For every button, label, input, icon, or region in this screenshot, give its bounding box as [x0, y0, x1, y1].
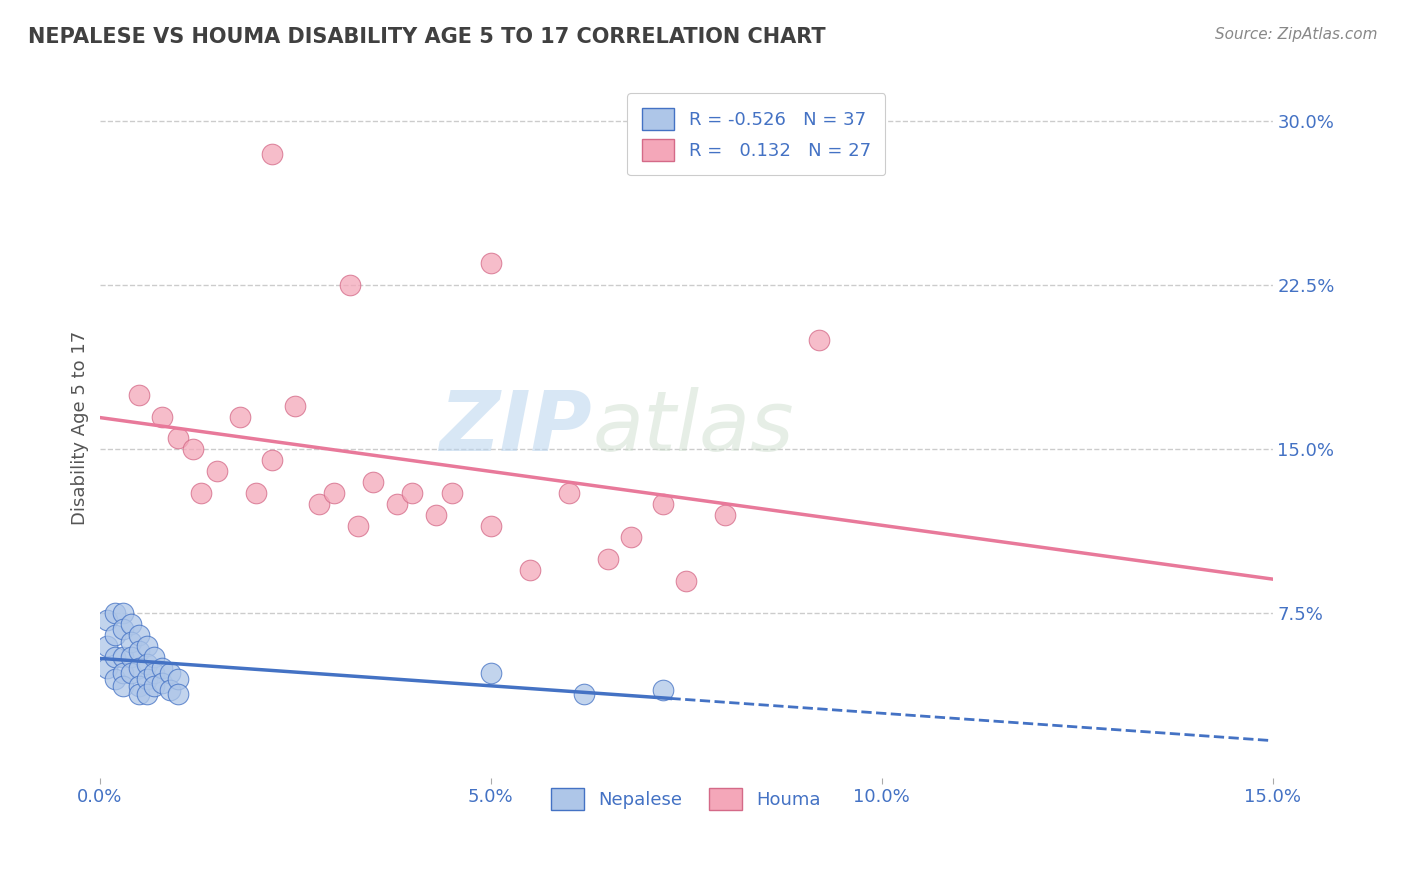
Point — [519, 563, 541, 577]
Point — [166, 672, 188, 686]
Point — [558, 486, 581, 500]
Point — [120, 617, 142, 632]
Point — [96, 661, 118, 675]
Point — [128, 387, 150, 401]
Point — [284, 399, 307, 413]
Point — [104, 672, 127, 686]
Point — [143, 650, 166, 665]
Text: ZIP: ZIP — [440, 387, 592, 468]
Point — [339, 278, 361, 293]
Point — [120, 665, 142, 680]
Point — [112, 607, 135, 621]
Point — [260, 453, 283, 467]
Point — [135, 640, 157, 654]
Point — [104, 607, 127, 621]
Point — [143, 679, 166, 693]
Y-axis label: Disability Age 5 to 17: Disability Age 5 to 17 — [72, 330, 89, 524]
Point — [150, 661, 173, 675]
Point — [205, 464, 228, 478]
Point — [401, 486, 423, 500]
Point — [479, 665, 502, 680]
Point — [96, 613, 118, 627]
Point — [135, 672, 157, 686]
Point — [112, 679, 135, 693]
Point — [166, 687, 188, 701]
Point — [112, 622, 135, 636]
Point — [229, 409, 252, 424]
Text: NEPALESE VS HOUMA DISABILITY AGE 5 TO 17 CORRELATION CHART: NEPALESE VS HOUMA DISABILITY AGE 5 TO 17… — [28, 27, 825, 46]
Point — [714, 508, 737, 522]
Point — [128, 628, 150, 642]
Point — [308, 497, 330, 511]
Point — [675, 574, 697, 588]
Point — [260, 147, 283, 161]
Point — [135, 657, 157, 671]
Point — [120, 635, 142, 649]
Point — [385, 497, 408, 511]
Text: Source: ZipAtlas.com: Source: ZipAtlas.com — [1215, 27, 1378, 42]
Point — [346, 519, 368, 533]
Point — [143, 665, 166, 680]
Point — [112, 665, 135, 680]
Point — [651, 683, 673, 698]
Point — [245, 486, 267, 500]
Point — [135, 687, 157, 701]
Point — [596, 551, 619, 566]
Point — [150, 676, 173, 690]
Point — [651, 497, 673, 511]
Text: atlas: atlas — [592, 387, 794, 468]
Point — [104, 628, 127, 642]
Point — [183, 442, 205, 457]
Point — [104, 650, 127, 665]
Point — [323, 486, 346, 500]
Point — [128, 643, 150, 657]
Point — [425, 508, 447, 522]
Point — [574, 687, 596, 701]
Legend: Nepalese, Houma: Nepalese, Houma — [537, 773, 835, 824]
Point — [128, 687, 150, 701]
Point — [479, 256, 502, 270]
Point — [363, 475, 385, 490]
Point — [112, 650, 135, 665]
Point — [150, 409, 173, 424]
Point — [120, 650, 142, 665]
Point — [159, 665, 181, 680]
Point — [96, 640, 118, 654]
Point — [128, 661, 150, 675]
Point — [190, 486, 212, 500]
Point — [128, 679, 150, 693]
Point — [479, 519, 502, 533]
Point — [159, 683, 181, 698]
Point — [440, 486, 463, 500]
Point — [166, 432, 188, 446]
Point — [620, 530, 643, 544]
Point — [808, 333, 831, 347]
